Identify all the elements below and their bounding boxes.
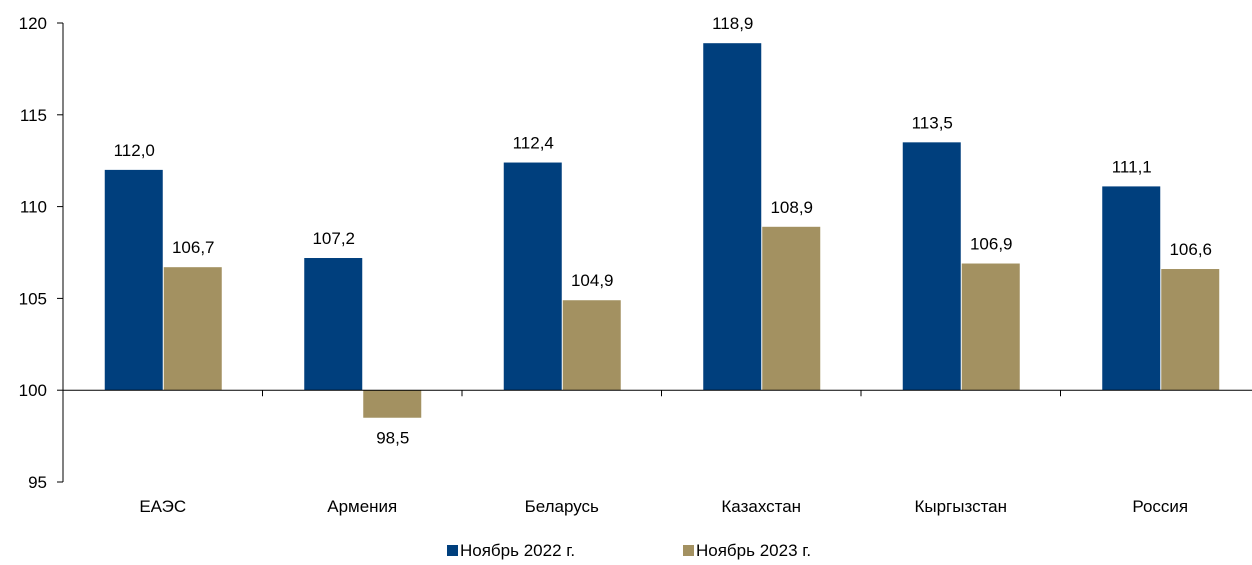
category-label: Армения (327, 497, 397, 516)
category-label: ЕАЭС (139, 497, 186, 516)
legend: Ноябрь 2022 г. Ноябрь 2023 г. (447, 541, 811, 560)
data-label: 98,5 (376, 429, 409, 448)
data-label: 118,9 (712, 14, 753, 33)
data-label: 106,9 (970, 235, 1013, 254)
bar (562, 300, 621, 391)
y-tick-label: 115 (20, 106, 47, 125)
category-labels: ЕАЭС Армения Беларусь Казахстан Кыргызстан Ро… (139, 497, 1188, 516)
data-labels: 112,0 106,7 107,2 98,5 112,4 104,9 118,9 108,9 1… (114, 14, 1212, 448)
bar (1161, 269, 1220, 391)
y-tick-label: 120 (19, 14, 47, 33)
data-label: 108,9 (770, 198, 813, 217)
x-axis (63, 389, 1252, 397)
bar (304, 258, 363, 391)
bars (104, 43, 1220, 418)
y-tick-label: 110 (20, 198, 47, 217)
bar (703, 43, 762, 391)
data-label: 106,7 (172, 238, 215, 257)
y-tick-label: 105 (19, 289, 47, 308)
data-label: 104,9 (571, 271, 614, 290)
y-axis: 95 100 105 110 115 120 (19, 14, 64, 492)
legend-swatch (447, 545, 458, 556)
bar (961, 263, 1020, 391)
bar (163, 267, 222, 391)
data-label: 106,6 (1169, 240, 1212, 259)
bar (902, 142, 961, 391)
bar (363, 390, 422, 418)
legend-label: Ноябрь 2022 г. (460, 541, 575, 560)
y-tick-label: 95 (28, 473, 47, 492)
category-label: Россия (1132, 497, 1188, 516)
bar (1102, 186, 1161, 391)
category-label: Беларусь (525, 497, 599, 516)
bar (104, 169, 163, 391)
legend-label: Ноябрь 2023 г. (696, 541, 811, 560)
bar (762, 226, 821, 391)
data-label: 113,5 (912, 113, 953, 132)
data-label: 112,0 (114, 141, 155, 160)
y-tick-label: 100 (19, 381, 47, 400)
legend-swatch (683, 545, 694, 556)
category-label: Казахстан (721, 497, 801, 516)
bar (503, 162, 562, 391)
category-label: Кыргызстан (914, 497, 1007, 516)
data-label: 107,2 (312, 229, 355, 248)
data-label: 111,1 (1112, 157, 1152, 176)
data-label: 112,4 (513, 134, 554, 153)
